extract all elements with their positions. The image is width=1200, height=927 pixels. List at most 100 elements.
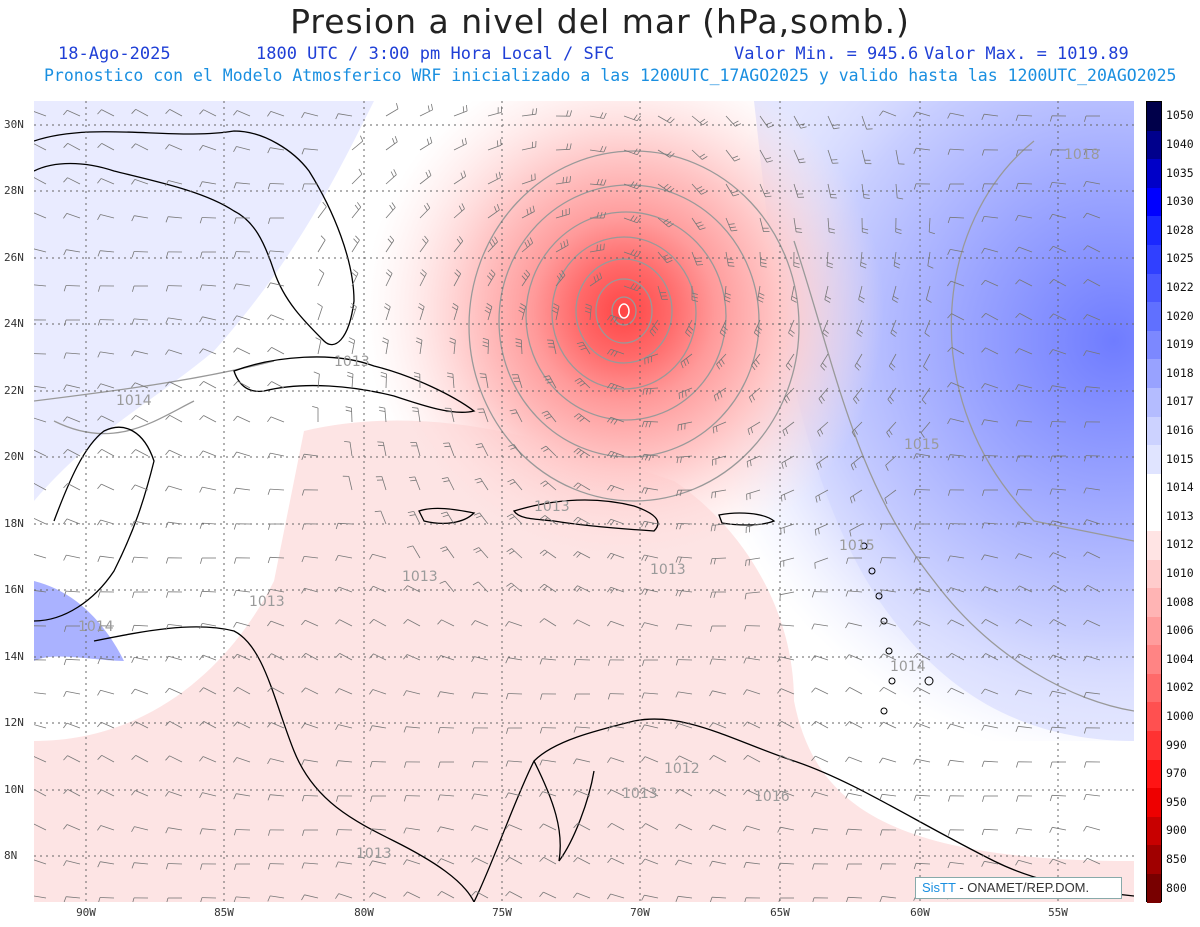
wind-barb xyxy=(453,208,465,219)
wind-barb-feather xyxy=(165,317,169,324)
wind-barb-feather xyxy=(879,721,884,727)
wind-barb-feather xyxy=(663,183,669,189)
wind-barb xyxy=(351,306,357,321)
wind-barb xyxy=(419,273,427,287)
wind-barb xyxy=(66,213,81,219)
wind-barb-feather xyxy=(913,687,918,693)
wind-barb xyxy=(373,585,387,593)
wind-barb-feather xyxy=(447,372,453,375)
wind-barb xyxy=(453,240,464,253)
wind-barb xyxy=(928,217,931,233)
wind-barb-feather xyxy=(443,480,450,483)
wind-barb xyxy=(134,790,149,797)
wind-barb xyxy=(237,347,251,355)
wind-barb xyxy=(610,893,625,899)
lon-label: 65W xyxy=(770,906,790,919)
wind-barb xyxy=(34,756,47,763)
wind-barb-feather xyxy=(573,857,578,863)
wind-barb xyxy=(351,273,359,287)
colorbar-segment xyxy=(1147,445,1161,474)
wind-barb-feather xyxy=(648,455,652,461)
wind-barb xyxy=(589,149,604,153)
wind-barb-feather xyxy=(679,590,682,597)
wind-barb xyxy=(890,319,897,334)
wind-barb-feather xyxy=(199,591,203,598)
wind-barb xyxy=(827,149,833,164)
wind-barb-feather xyxy=(666,151,672,156)
wind-barb-feather xyxy=(403,726,407,733)
wind-barb-feather xyxy=(165,144,170,150)
wind-barb-feather xyxy=(98,285,101,292)
wind-barb-feather xyxy=(200,251,203,258)
wind-barb-feather xyxy=(416,337,423,341)
wind-barb xyxy=(100,214,115,219)
wind-barb-feather xyxy=(599,112,604,119)
wind-barb xyxy=(236,621,251,627)
wind-barb-feather xyxy=(199,486,203,493)
wind-barb xyxy=(512,479,523,491)
wind-barb xyxy=(951,619,965,627)
wind-barb-feather xyxy=(849,497,853,504)
wind-barb-feather xyxy=(267,416,272,423)
wind-barb xyxy=(67,449,81,457)
wind-barb-feather xyxy=(267,687,272,692)
wind-barb-feather xyxy=(559,272,564,279)
wind-barb-feather xyxy=(542,551,548,557)
wind-barb xyxy=(644,353,659,359)
wind-barb-feather xyxy=(267,147,271,154)
wind-barb-feather xyxy=(696,186,703,190)
wind-barb xyxy=(888,353,897,367)
wind-barb-feather xyxy=(335,861,339,868)
wind-barb xyxy=(338,586,353,593)
wind-barb-feather xyxy=(573,823,578,829)
wind-barb xyxy=(1019,618,1033,627)
wind-barb xyxy=(950,249,965,253)
wind-barb-feather xyxy=(641,588,645,595)
wind-barb-feather xyxy=(471,825,476,831)
lon-label: 70W xyxy=(630,906,650,919)
wind-barb xyxy=(950,723,965,729)
wind-barb-feather xyxy=(267,895,271,902)
wind-barb-feather xyxy=(267,620,272,627)
wind-barb-feather xyxy=(510,447,517,450)
wind-barb xyxy=(711,896,727,899)
wind-barb-feather xyxy=(456,269,461,274)
wind-barb xyxy=(783,387,795,399)
wind-barb xyxy=(168,655,183,661)
wind-barb xyxy=(861,115,867,130)
pressure-map[interactable]: 1018 1013 1014 1013 1014 1015 1013 1013 … xyxy=(34,101,1134,902)
wind-barb-feather xyxy=(577,380,583,385)
wind-barb-feather xyxy=(199,415,204,421)
wind-barb-feather xyxy=(722,325,728,331)
wind-barb-feather xyxy=(539,549,545,555)
wind-barb-feather xyxy=(505,621,510,627)
wind-barb xyxy=(412,545,421,559)
wind-barb xyxy=(202,828,217,831)
wind-barb-feather xyxy=(199,522,203,529)
wind-barb xyxy=(351,340,356,355)
wind-barb-feather xyxy=(750,427,753,434)
wind-barb xyxy=(1087,619,1101,627)
wind-barb xyxy=(915,862,931,865)
wind-barb-feather xyxy=(131,109,136,114)
wind-barb-feather xyxy=(1049,279,1054,284)
wind-barb xyxy=(270,314,285,321)
wind-barb xyxy=(781,755,795,763)
wind-barb xyxy=(577,619,591,627)
wind-barb-feather xyxy=(475,515,482,519)
wind-barb-feather xyxy=(853,398,858,405)
wind-barb xyxy=(100,689,115,695)
wind-barb-feather xyxy=(982,489,985,496)
wind-barb-feather xyxy=(846,557,849,564)
wind-barb xyxy=(885,455,897,466)
wind-barb xyxy=(236,757,251,763)
wind-barb xyxy=(34,212,47,219)
wind-barb-feather xyxy=(913,183,917,190)
wind-barb-feather xyxy=(267,794,271,801)
wind-barb xyxy=(474,656,489,661)
wind-barb-feather xyxy=(63,722,68,729)
wind-barb-feather xyxy=(641,554,645,561)
wind-barb-feather xyxy=(369,725,373,732)
wind-barb xyxy=(747,421,761,430)
wind-barb-feather xyxy=(782,430,786,437)
